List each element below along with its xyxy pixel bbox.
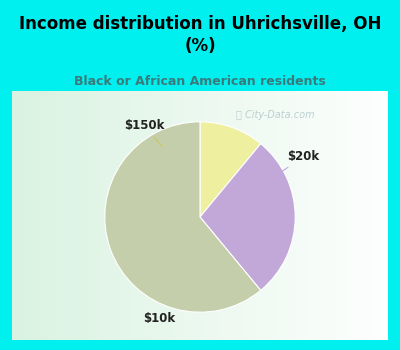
FancyBboxPatch shape: [0, 91, 12, 350]
FancyBboxPatch shape: [388, 91, 400, 350]
Text: $10k: $10k: [143, 304, 186, 325]
Text: Income distribution in Uhrichsville, OH
(%): Income distribution in Uhrichsville, OH …: [19, 15, 381, 55]
FancyBboxPatch shape: [0, 340, 400, 350]
Text: $20k: $20k: [271, 150, 320, 179]
Text: Black or African American residents: Black or African American residents: [74, 75, 326, 88]
Text: ⓘ City-Data.com: ⓘ City-Data.com: [236, 110, 314, 120]
Wedge shape: [105, 122, 261, 312]
Wedge shape: [200, 144, 295, 290]
Text: $150k: $150k: [124, 119, 164, 146]
Wedge shape: [200, 122, 261, 217]
